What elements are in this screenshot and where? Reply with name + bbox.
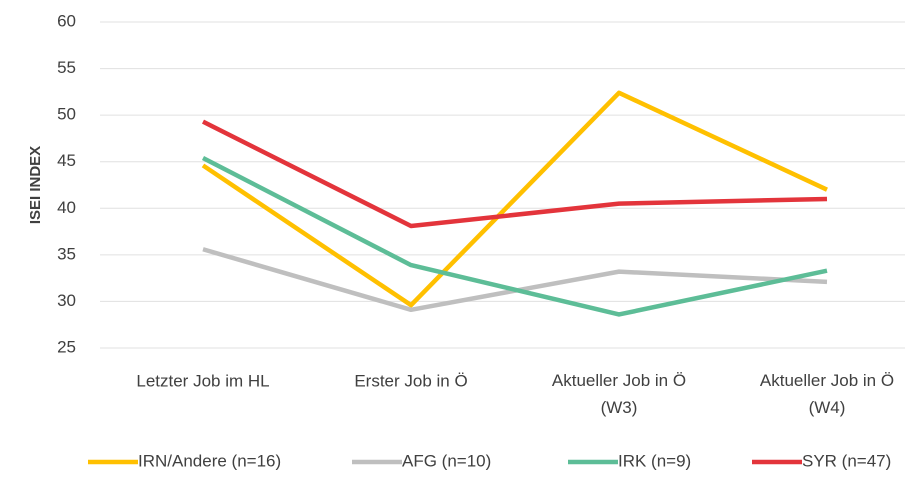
y-tick-label: 45 — [57, 151, 76, 170]
y-axis-label: ISEI INDEX — [27, 146, 44, 224]
x-tick-line: Aktueller Job in Ö — [552, 371, 686, 390]
y-tick-label: 40 — [57, 198, 76, 217]
legend-label: SYR (n=47) — [802, 451, 891, 470]
y-tick-label: 30 — [57, 291, 76, 310]
x-tick-label: Letzter Job im HL — [136, 371, 269, 390]
y-tick-label: 55 — [57, 58, 76, 77]
legend-label: IRK (n=9) — [618, 451, 691, 470]
legend-label: IRN/Andere (n=16) — [138, 451, 281, 470]
y-tick-label: 50 — [57, 105, 76, 124]
line — [202, 247, 828, 313]
x-tick-line: (W3) — [601, 398, 638, 417]
legend-label: AFG (n=10) — [402, 451, 491, 470]
x-tick-line: Aktueller Job in Ö — [760, 371, 894, 390]
y-tick-label: 25 — [57, 337, 76, 356]
x-tick-line: (W4) — [809, 398, 846, 417]
line — [201, 90, 828, 308]
line — [201, 155, 828, 317]
x-tick-label: Erster Job in Ö — [354, 371, 467, 390]
x-tick-label: Aktueller Job in Ö (W4) — [760, 371, 894, 417]
y-tick-label: 60 — [57, 11, 76, 30]
line — [201, 119, 828, 229]
x-tick-label: Aktueller Job in Ö (W3) — [552, 371, 686, 417]
y-tick-label: 35 — [57, 244, 76, 263]
